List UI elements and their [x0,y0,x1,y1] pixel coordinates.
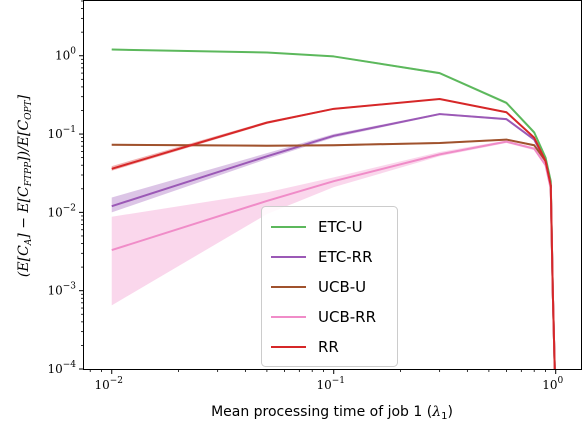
series-line-rr [111,98,556,370]
y-axis-label: (E[CA] − E[CFTPP])/E[COPT] [16,94,34,277]
y-tick-label: 100 [55,47,76,63]
legend-label-ucb-rr: UCB-RR [318,308,376,326]
series-band-ucb-rr [111,140,555,369]
legend-items: ETC-U ETC-RR UCB-U UCB-RR RR [271,218,376,356]
plot-area [111,48,556,370]
legend-box [261,206,398,367]
y-tick-label: 10−4 [47,360,76,376]
legend: ETC-U ETC-RR UCB-U UCB-RR RR [261,206,398,367]
x-axis-label: Mean processing time of job 1 (λ1) [211,404,453,422]
legend-label-etc-u: ETC-U [318,218,363,236]
legend-label-rr: RR [318,338,339,356]
y-tick-label: 10−1 [47,125,76,141]
x-tick-label: 100 [542,376,563,392]
y-tick-label: 10−2 [47,203,76,219]
y-axis: 10−4 10−3 10−2 10−1 100 [47,0,84,376]
x-axis: 10−2 10−1 100 [89,369,563,392]
plot-frame [83,0,582,370]
legend-label-etc-rr: ETC-RR [318,248,373,266]
x-tick-label: 10−1 [316,376,345,392]
x-tick-label: 10−2 [94,376,123,392]
y-tick-label: 10−3 [47,282,76,298]
legend-label-ucb-u: UCB-U [318,278,366,296]
